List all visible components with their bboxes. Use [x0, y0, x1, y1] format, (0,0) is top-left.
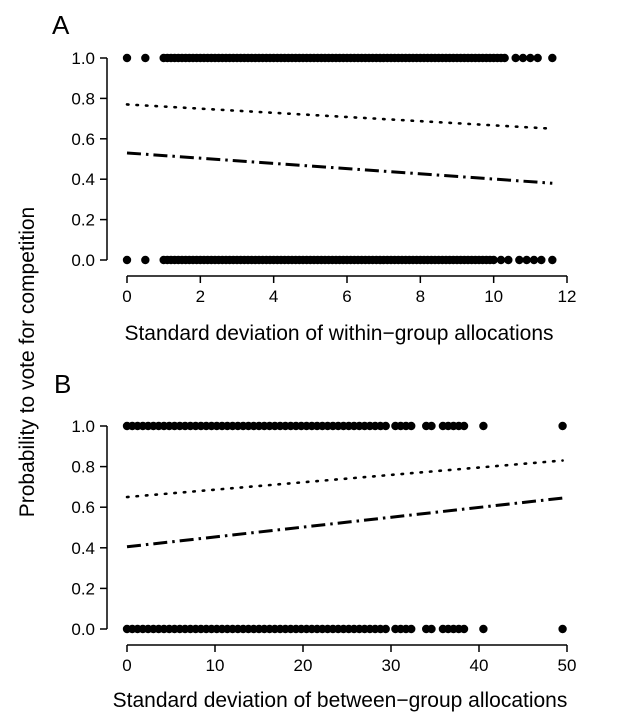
panel-a-x-tick-label: 2: [196, 287, 205, 306]
panel-a-plot: 0 2 4 6 8 10 12 0.0 0.2 0.4 0.6 0.8 1.0: [71, 49, 576, 306]
panel-b: B 0 10 20 30 40 50 0.0 0.2 0.4 0.6 0.8 1.0 Standard…: [54, 369, 576, 712]
panel-a-x-tick-label: 0: [122, 287, 131, 306]
panel-a-y-tick-label: 0.6: [71, 130, 95, 149]
panel-b-point-bottom: [381, 624, 390, 634]
panel-a-y-tick-label: 0.8: [71, 89, 95, 108]
panel-b-x-tick-label: 50: [558, 656, 577, 675]
panel-b-point-top: [407, 421, 416, 431]
panel-a: A 0 2 4 6 8 10 12 0.0 0.2 0.4 0.6 0.8 1.0 Standard d…: [52, 10, 576, 345]
panel-a-letter: A: [52, 10, 70, 40]
shared-y-axis-title: Probability to vote for competition: [16, 207, 39, 518]
panel-b-plot: 0 10 20 30 40 50 0.0 0.2 0.4 0.6 0.8 1.0: [71, 417, 576, 675]
panel-a-point-bottom: [548, 255, 557, 265]
panel-b-y-tick-label: 0.4: [71, 539, 95, 558]
panel-b-point-top: [381, 421, 390, 431]
panel-a-point-bottom: [504, 255, 513, 265]
panel-a-y-tick-label: 0.0: [71, 251, 95, 270]
panel-a-point-top: [526, 53, 535, 63]
panel-a-x-tick-label: 12: [558, 287, 577, 306]
panel-a-point-bottom: [489, 255, 498, 265]
panel-a-point-top: [141, 53, 150, 63]
panel-a-point-bottom: [141, 255, 150, 265]
panel-b-dotted-fit-line: [125, 459, 564, 499]
panel-b-x-tick-label: 40: [470, 656, 489, 675]
panel-a-point-top: [511, 53, 520, 63]
panel-b-point-top: [459, 421, 469, 431]
panel-b-point-top: [479, 421, 488, 431]
panel-a-point-top: [500, 53, 509, 63]
panel-b-point-top: [558, 421, 567, 431]
panel-a-y-tick-label: 1.0: [71, 49, 95, 68]
panel-a-point-top: [548, 53, 557, 63]
panel-a-y-tick-label: 0.4: [71, 170, 95, 189]
panel-a-dashdot-fit-line: [126, 151, 553, 185]
panel-a-point-bottom: [122, 255, 132, 265]
panel-b-x-tick-label: 10: [206, 656, 225, 675]
panel-b-y-tick-label: 0.8: [71, 458, 95, 477]
panel-a-y-tick-label: 0.2: [71, 211, 95, 230]
panel-a-x-tick-label: 8: [416, 287, 425, 306]
panel-a-point-bottom: [537, 255, 546, 265]
panel-b-y-tick-label: 1.0: [71, 417, 95, 436]
panel-b-point-bottom: [427, 624, 436, 634]
panel-b-x-tick-label: 20: [294, 656, 313, 675]
panel-a-point-top: [122, 53, 132, 63]
panel-b-y-tick-label: 0.6: [71, 498, 95, 517]
panel-a-point-top: [518, 53, 528, 63]
panel-a-x-tick-label: 10: [484, 287, 503, 306]
panel-a-x-tick-label: 4: [269, 287, 278, 306]
panel-b-x-axis-title: Standard deviation of between−group allo…: [113, 689, 568, 712]
panel-a-x-axis-title: Standard deviation of within−group alloc…: [124, 322, 553, 345]
panel-a-point-bottom: [496, 255, 506, 265]
panel-b-point-bottom: [479, 624, 488, 634]
panel-b-point-bottom: [407, 624, 416, 634]
panel-b-x-tick-label: 30: [382, 656, 401, 675]
panel-b-dashdot-fit-line: [126, 496, 563, 549]
panel-a-x-tick-label: 6: [342, 287, 351, 306]
panel-b-point-bottom: [459, 624, 469, 634]
panel-b-y-tick-label: 0.2: [71, 579, 95, 598]
panel-a-point-top: [533, 53, 542, 63]
panel-b-letter: B: [54, 369, 71, 399]
panel-b-y-tick-label: 0.0: [71, 620, 95, 639]
panel-b-point-bottom: [558, 624, 567, 634]
panel-a-point-bottom: [522, 255, 531, 265]
panel-b-x-tick-label: 0: [122, 656, 131, 675]
panel-a-dotted-fit-line: [125, 103, 554, 130]
panel-a-point-bottom: [515, 255, 524, 265]
panel-a-point-bottom: [529, 255, 539, 265]
panel-b-point-top: [427, 421, 436, 431]
